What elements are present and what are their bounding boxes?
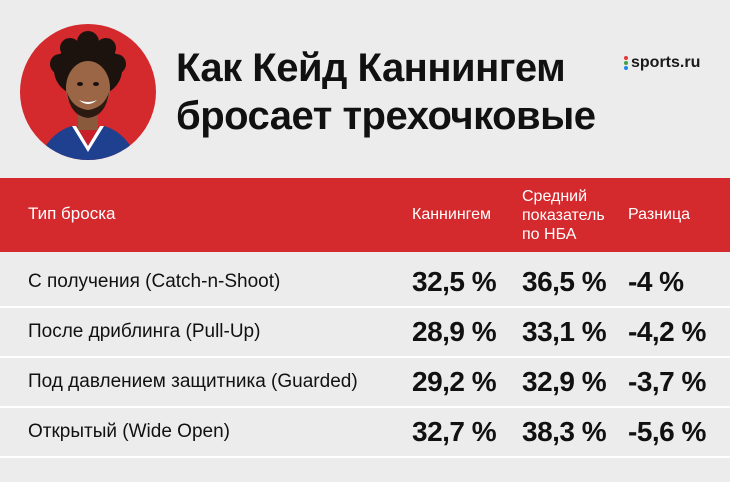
row-difference: -5,6 % bbox=[628, 416, 706, 447]
table-row: С получения (Catch-n-Shoot) 32,5 % 36,5 … bbox=[0, 258, 730, 308]
row-nba-avg-pct: 32,9 % bbox=[522, 366, 607, 397]
brand-label: sports.ru bbox=[631, 54, 701, 71]
brand-dots-icon bbox=[624, 56, 628, 70]
row-difference: -3,7 % bbox=[628, 366, 706, 397]
row-shot-type: После дриблинга (Pull-Up) bbox=[28, 321, 261, 342]
header-avg-line-1: Средний bbox=[522, 188, 588, 205]
row-cunningham-pct: 32,5 % bbox=[412, 266, 497, 297]
title-line-2: бросает трехочковые bbox=[176, 94, 596, 138]
player-avatar bbox=[20, 24, 156, 160]
table-row: Под давлением защитника (Guarded) 29,2 %… bbox=[0, 358, 730, 408]
title-line-1: Как Кейд Каннингем bbox=[176, 46, 566, 90]
row-cunningham-pct: 29,2 % bbox=[412, 366, 497, 397]
row-difference: -4 % bbox=[628, 266, 684, 297]
header-shot-type: Тип броска bbox=[28, 204, 116, 223]
row-nba-avg-pct: 38,3 % bbox=[522, 416, 607, 447]
header-difference: Разница bbox=[628, 206, 691, 223]
row-shot-type: С получения (Catch-n-Shoot) bbox=[28, 271, 281, 292]
table-header: Тип броска Каннингем Средний показатель … bbox=[0, 178, 730, 252]
player-photo-icon bbox=[38, 31, 138, 160]
header-avg-line-2: показатель bbox=[522, 207, 605, 224]
row-cunningham-pct: 28,9 % bbox=[412, 316, 497, 347]
header-nba-average: Средний показатель по НБА bbox=[522, 187, 622, 244]
page-title: Как Кейд Каннингем бросает трехочковые bbox=[176, 44, 616, 140]
table-row: После дриблинга (Pull-Up) 28,9 % 33,1 % … bbox=[0, 308, 730, 358]
row-cunningham-pct: 32,7 % bbox=[412, 416, 497, 447]
header-avg-line-3: по НБА bbox=[522, 226, 577, 243]
header-cunningham: Каннингем bbox=[412, 206, 492, 223]
row-nba-avg-pct: 33,1 % bbox=[522, 316, 607, 347]
row-shot-type: Под давлением защитника (Guarded) bbox=[28, 371, 358, 392]
table-row: Открытый (Wide Open) 32,7 % 38,3 % -5,6 … bbox=[0, 408, 730, 458]
row-difference: -4,2 % bbox=[628, 316, 706, 347]
header: Как Кейд Каннингем бросает трехочковые s… bbox=[0, 0, 730, 178]
brand-logo: sports.ru bbox=[624, 54, 700, 72]
row-nba-avg-pct: 36,5 % bbox=[522, 266, 607, 297]
row-shot-type: Открытый (Wide Open) bbox=[28, 421, 230, 442]
